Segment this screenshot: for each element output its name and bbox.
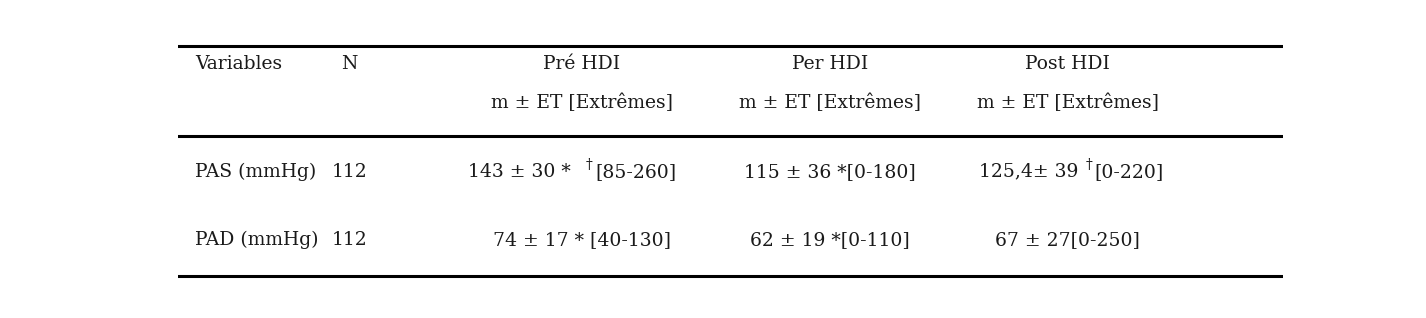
Text: 67 ± 27[0-250]: 67 ± 27[0-250]	[995, 231, 1141, 249]
Text: m ± ET [Extrêmes]: m ± ET [Extrêmes]	[977, 94, 1159, 112]
Text: 143 ± 30 *: 143 ± 30 *	[468, 162, 570, 181]
Text: Per HDI: Per HDI	[793, 55, 868, 73]
Text: †: †	[586, 158, 593, 172]
Text: 115 ± 36 *[0-180]: 115 ± 36 *[0-180]	[744, 162, 915, 181]
Text: PAD (mmHg): PAD (mmHg)	[195, 231, 318, 249]
Text: 62 ± 19 *[0-110]: 62 ± 19 *[0-110]	[750, 231, 910, 249]
Text: m ± ET [Extrêmes]: m ± ET [Extrêmes]	[491, 94, 673, 112]
Text: Variables: Variables	[195, 55, 282, 73]
Text: 112: 112	[332, 162, 368, 181]
Text: 125,4± 39: 125,4± 39	[980, 162, 1085, 181]
Text: †: †	[1085, 158, 1092, 172]
Text: [85-260]: [85-260]	[595, 162, 676, 181]
Text: 74 ± 17 * [40-130]: 74 ± 17 * [40-130]	[492, 231, 670, 249]
Text: PAS (mmHg): PAS (mmHg)	[195, 162, 317, 181]
Text: [0-220]: [0-220]	[1094, 162, 1164, 181]
Text: Post HDI: Post HDI	[1025, 55, 1111, 73]
Text: N: N	[341, 55, 358, 73]
Text: Pré HDI: Pré HDI	[543, 55, 620, 73]
Text: m ± ET [Extrêmes]: m ± ET [Extrêmes]	[739, 94, 921, 112]
Text: 112: 112	[332, 231, 368, 249]
